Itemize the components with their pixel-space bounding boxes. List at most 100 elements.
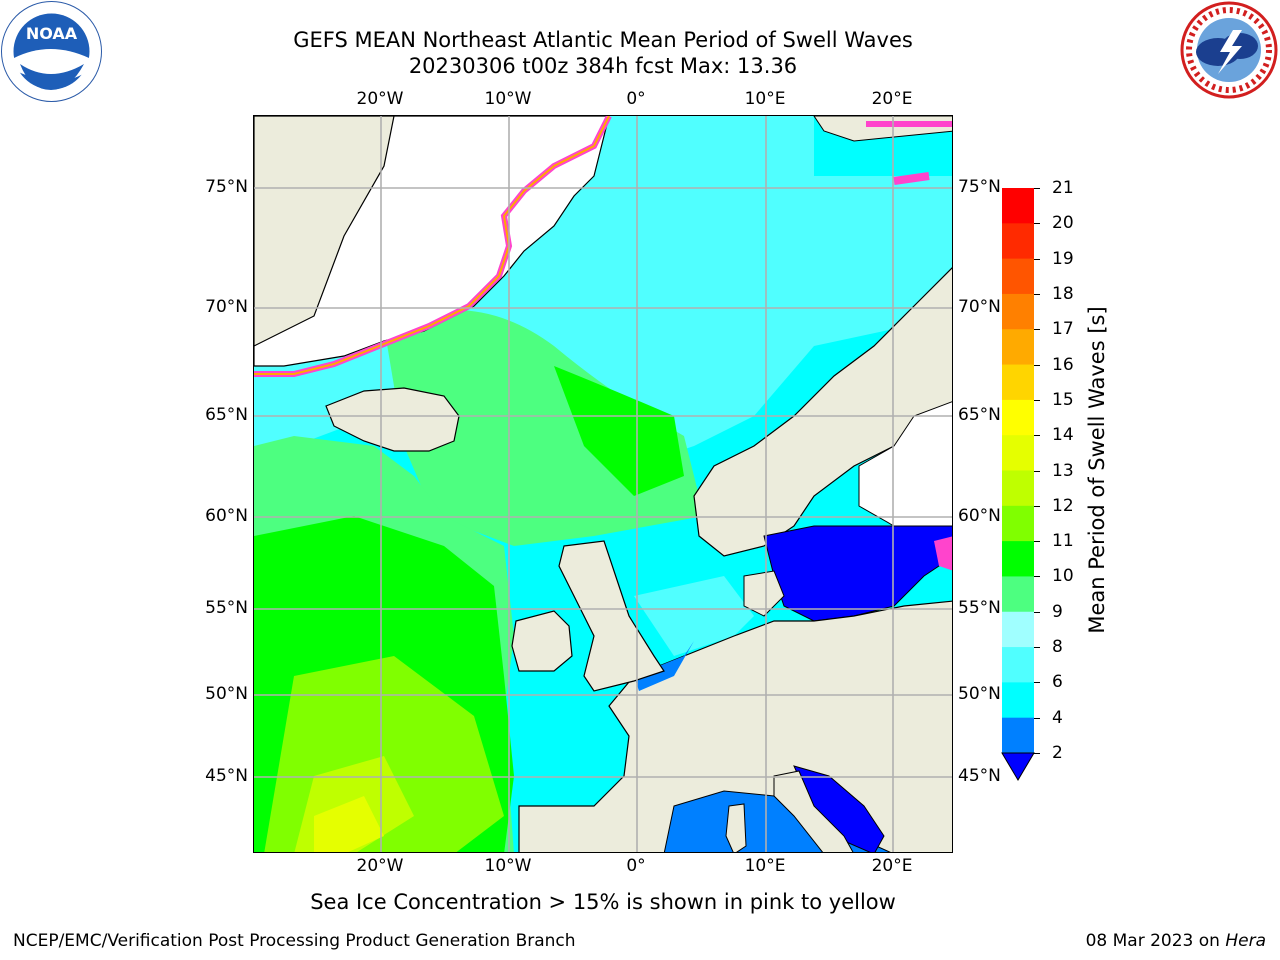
lat-label-left: 55°N (205, 598, 248, 618)
lon-label-top: 10°W (484, 89, 532, 109)
colorbar-tick (1034, 188, 1040, 189)
colorbar-band (1002, 364, 1034, 401)
lat-label-left: 60°N (205, 506, 248, 526)
english-channel-coast (634, 641, 694, 691)
colorbar-tick (1034, 470, 1040, 472)
ocean-region-yellow (314, 796, 384, 852)
colorbar-tick (1034, 223, 1040, 225)
colorbar-tick (1034, 258, 1040, 260)
colorbar-tick-label: 17 (1052, 319, 1074, 340)
lon-label-bottom: 10°W (484, 856, 532, 876)
graticule (254, 116, 952, 852)
colorbar-tick (1034, 753, 1040, 754)
colorbar-band (1002, 541, 1034, 577)
italy (773, 770, 854, 852)
lat-label-right: 55°N (958, 598, 1001, 618)
colorbar-tick-label: 19 (1052, 248, 1074, 269)
lon-label-bottom: 20°W (356, 856, 404, 876)
colorbar-band (1002, 399, 1034, 436)
colorbar-band (1002, 293, 1034, 330)
ireland (511, 610, 573, 672)
colorbar-band (1002, 329, 1034, 366)
lat-label-right: 60°N (958, 506, 1001, 526)
colorbar-tick (1034, 435, 1040, 437)
lon-label-bottom: 20°E (871, 856, 913, 876)
colorbar-tick-label: 13 (1052, 460, 1074, 481)
lat-label-left: 70°N (205, 297, 248, 317)
colorbar-tick (1034, 576, 1040, 578)
ocean-region-brightgreen-north (554, 366, 684, 496)
lat-label-right: 45°N (958, 766, 1001, 786)
colorbar-band (1002, 223, 1034, 260)
colorbar-band (1002, 470, 1034, 507)
footer-date-text: 08 Mar 2023 on (1085, 931, 1226, 951)
lat-label-right: 75°N (958, 177, 1001, 197)
colorbar-tick-label: 16 (1052, 354, 1074, 375)
svalbard-ice-2 (893, 172, 930, 185)
colorbar-tick-label: 6 (1052, 672, 1063, 693)
corsica-sardinia (725, 803, 747, 852)
chart-subtitle-run: 20230306 t00z 384h fcst Max: 13.36 (408, 54, 798, 78)
colorbar-tick (1034, 329, 1040, 331)
lon-label-top: 0° (626, 89, 646, 109)
colorbar-tick-label: 15 (1052, 389, 1074, 410)
noaa-logo: NOAA (0, 0, 103, 103)
ocean-region-green-north (384, 310, 704, 546)
lat-label-left: 65°N (205, 405, 248, 425)
ocean-region-northsea (634, 576, 754, 656)
colorbar-tick (1034, 364, 1040, 366)
lon-label-bottom: 0° (626, 856, 646, 876)
colorbar (1001, 188, 1035, 781)
colorbar-tick-label: 11 (1052, 531, 1074, 552)
baltic-sea (763, 525, 952, 622)
lon-label-top: 20°E (871, 89, 913, 109)
greenland-coast (254, 116, 395, 347)
colorbar-tick-label: 20 (1052, 213, 1074, 234)
footer-date: 08 Mar 2023 on Hera (1086, 931, 1266, 951)
swell-period-map (253, 115, 953, 853)
colorbar-tick (1034, 611, 1040, 613)
colorbar-label: Mean Period of Swell Waves [s] (1085, 306, 1109, 634)
colorbar-band (1002, 682, 1034, 719)
colorbar-tick-label: 14 (1052, 425, 1074, 446)
colorbar-swatches (1001, 188, 1035, 781)
lat-label-right: 70°N (958, 297, 1001, 317)
colorbar-tick (1034, 682, 1040, 684)
colorbar-tick (1034, 399, 1040, 401)
colorbar-band (1002, 647, 1034, 683)
colorbar-tick (1034, 717, 1040, 719)
iceland (325, 387, 460, 452)
colorbar-band (1002, 505, 1034, 542)
sea-ice-note: Sea Ice Concentration > 15% is shown in … (310, 890, 896, 914)
colorbar-tick (1034, 293, 1040, 295)
lat-label-left: 45°N (205, 766, 248, 786)
lon-label-top: 10°E (744, 89, 786, 109)
colorbar-band (1002, 435, 1034, 471)
colorbar-tick (1034, 505, 1040, 507)
lon-label-top: 20°W (356, 89, 404, 109)
colorbar-band (1002, 611, 1034, 648)
colorbar-tick-label: 21 (1052, 178, 1074, 198)
colorbar-band (1002, 258, 1034, 295)
colorbar-tick-label: 12 (1052, 495, 1074, 516)
colorbar-extend-min (1001, 752, 1035, 781)
footer-host: Hera (1225, 931, 1266, 951)
colorbar-tick-label: 10 (1052, 566, 1074, 587)
lat-label-left: 75°N (205, 177, 248, 197)
colorbar-band (1002, 188, 1034, 224)
baltic-ice (934, 536, 952, 571)
map-canvas (254, 116, 952, 852)
colorbar-tick-label: 9 (1052, 601, 1063, 622)
chart-title: GEFS MEAN Northeast Atlantic Mean Period… (293, 28, 913, 52)
colorbar-band (1002, 717, 1034, 754)
nws-logo (1178, 0, 1280, 100)
denmark (743, 570, 785, 617)
colorbar-tick-label: 18 (1052, 283, 1074, 304)
noaa-logo-text: NOAA (26, 24, 78, 43)
colorbar-band (1002, 576, 1034, 613)
lat-label-left: 50°N (205, 684, 248, 704)
colorbar-tick (1034, 541, 1040, 543)
lat-label-right: 50°N (958, 684, 1001, 704)
colorbar-tick-label: 4 (1052, 707, 1063, 728)
colorbar-tick-label: 8 (1052, 637, 1063, 658)
